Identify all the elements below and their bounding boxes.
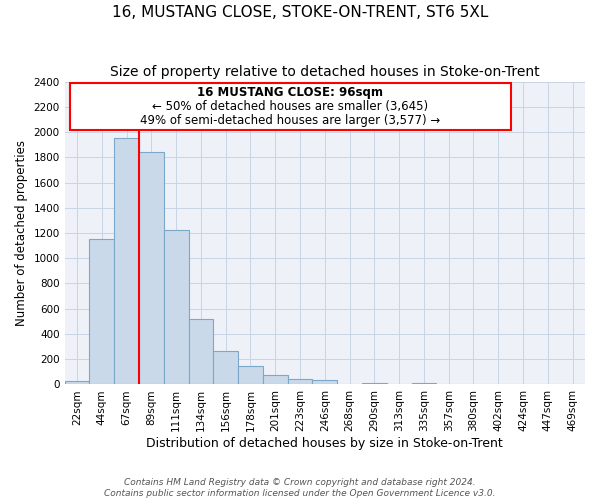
Bar [188,319,214,384]
Bar [313,380,337,384]
Text: 16 MUSTANG CLOSE: 96sqm: 16 MUSTANG CLOSE: 96sqm [197,86,383,100]
Bar [238,366,263,384]
Bar [114,138,139,384]
FancyBboxPatch shape [70,83,511,130]
Bar [139,152,164,384]
Title: Size of property relative to detached houses in Stoke-on-Trent: Size of property relative to detached ho… [110,65,539,79]
Bar [89,240,114,384]
Text: 16, MUSTANG CLOSE, STOKE-ON-TRENT, ST6 5XL: 16, MUSTANG CLOSE, STOKE-ON-TRENT, ST6 5… [112,5,488,20]
Bar [412,383,436,384]
Bar [214,351,238,384]
Text: 49% of semi-detached houses are larger (3,577) →: 49% of semi-detached houses are larger (… [140,114,440,127]
Bar [263,375,287,384]
Bar [164,230,188,384]
Text: ← 50% of detached houses are smaller (3,645): ← 50% of detached houses are smaller (3,… [152,100,428,114]
Bar [362,382,387,384]
X-axis label: Distribution of detached houses by size in Stoke-on-Trent: Distribution of detached houses by size … [146,437,503,450]
Bar [65,382,89,384]
Text: Contains HM Land Registry data © Crown copyright and database right 2024.
Contai: Contains HM Land Registry data © Crown c… [104,478,496,498]
Bar [287,380,313,384]
Y-axis label: Number of detached properties: Number of detached properties [15,140,28,326]
